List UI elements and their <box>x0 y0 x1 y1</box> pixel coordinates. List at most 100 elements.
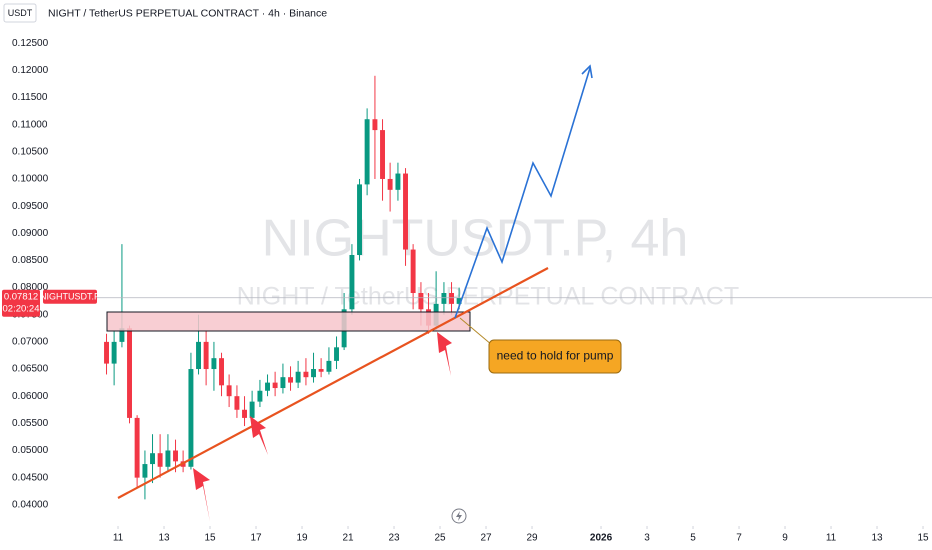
y-tick-label: 0.06500 <box>12 364 49 375</box>
projection-path <box>454 67 591 319</box>
candle-body <box>226 385 232 397</box>
candle-body <box>188 369 194 467</box>
projection-arrowhead <box>581 64 593 79</box>
y-tick-label: 0.05500 <box>12 418 49 429</box>
x-tick-label: 11 <box>826 533 837 544</box>
y-tick-label: 0.08500 <box>12 255 49 266</box>
x-tick-label: 23 <box>388 533 400 544</box>
y-tick-label: 0.11500 <box>12 92 48 103</box>
candle-body <box>134 417 140 478</box>
candle-body <box>334 347 339 361</box>
arrow <box>250 416 268 455</box>
plot: 0.04000 0.04500 0.05000 0.05500 0.06000 0.065… <box>2 38 932 544</box>
x-tick-label: 13 <box>158 533 170 544</box>
candle-body <box>119 328 125 342</box>
y-tick-label: 0.07000 <box>12 337 49 348</box>
candle-body <box>142 464 148 478</box>
y-tick-label: 0.08000 <box>12 282 49 293</box>
x-tick-label: 15 <box>204 533 216 544</box>
x-tick-label: 11 <box>113 533 124 544</box>
candle-body <box>318 369 324 372</box>
candle-body <box>380 130 385 179</box>
countdown: 02:20:24 <box>3 303 40 314</box>
x-tick-label: 9 <box>782 533 788 544</box>
y-tick-label: 0.10000 <box>12 174 49 185</box>
x-tick-label: 2026 <box>590 533 613 544</box>
callout-text: need to hold for pump <box>497 349 614 363</box>
y-tick-label: 0.09500 <box>12 201 49 212</box>
candle-body <box>173 450 178 462</box>
candle-body <box>449 293 454 304</box>
candle-body <box>249 401 255 418</box>
x-tick-label: 3 <box>644 533 650 544</box>
x-tick-label: 19 <box>296 533 308 544</box>
candle-body <box>265 382 270 391</box>
candle-body <box>295 371 301 383</box>
candle-body <box>372 119 378 131</box>
y-tick-label: 0.12500 <box>12 38 49 49</box>
candle-body <box>456 297 462 304</box>
candle-body <box>349 254 355 310</box>
candle-body <box>311 369 316 378</box>
candle-body <box>403 173 408 250</box>
watermark: NIGHTUSDT.P, 4h <box>262 210 689 268</box>
candle-body <box>150 453 155 465</box>
candle-body <box>203 341 209 370</box>
callout-pointer <box>459 317 493 346</box>
y-tick-label: 0.04000 <box>12 499 49 510</box>
arrow <box>193 468 210 522</box>
arrow <box>437 332 452 376</box>
candle-body <box>418 293 424 310</box>
event-bolt <box>456 511 462 521</box>
symbol-box <box>43 289 97 304</box>
y-tick-label: 0.06000 <box>12 391 49 402</box>
candle-body <box>165 450 171 467</box>
candle-body <box>387 178 393 190</box>
y-tick-label: 0.09000 <box>12 228 49 239</box>
x-tick-label: 17 <box>250 533 262 544</box>
candle-body <box>127 328 132 418</box>
candle-body <box>364 119 370 185</box>
support-zone <box>106 311 471 332</box>
y-tick-label: 0.04500 <box>12 472 49 483</box>
callout-box <box>488 339 622 374</box>
x-tick-label: 13 <box>871 533 883 544</box>
candle-body <box>280 377 286 389</box>
currency: USDT <box>8 8 33 18</box>
y-tick-label: 0.05000 <box>12 445 49 456</box>
candle-body <box>272 382 278 389</box>
x-tick-label: 5 <box>690 533 696 544</box>
arrows <box>193 332 452 522</box>
candle-body <box>288 377 293 383</box>
y-tick-label: 0.11000 <box>12 119 48 130</box>
candle-body <box>242 409 247 418</box>
candle-body <box>111 341 117 364</box>
trend-line <box>117 267 549 499</box>
x-tick-label: 21 <box>342 533 354 544</box>
candle-body <box>357 184 362 255</box>
candle-body <box>104 341 109 364</box>
currency-box[interactable] <box>3 3 37 23</box>
x-tick-label: 7 <box>736 533 742 544</box>
candle-body <box>303 371 309 378</box>
x-tick-label: 25 <box>434 533 446 544</box>
candle-body <box>326 360 332 372</box>
watermark-subtitle: NIGHT / TetherUS PERPETUAL CONTRACT <box>237 283 739 311</box>
candle-body <box>441 293 447 304</box>
candle-body <box>211 358 217 370</box>
candle-body <box>157 453 163 467</box>
y-tick-label: 0.10500 <box>12 146 49 157</box>
candle-body <box>196 341 201 370</box>
candle-body <box>410 249 416 294</box>
last-price-label: 0.07812 <box>4 291 38 302</box>
x-tick-label: 15 <box>917 533 929 544</box>
candle-body <box>234 396 240 410</box>
last-price-box <box>2 289 40 317</box>
x-tick-label: 29 <box>526 533 538 544</box>
event-icon[interactable] <box>451 508 467 524</box>
candle-body <box>257 390 263 402</box>
y-tick-label: 0.12000 <box>12 65 49 76</box>
